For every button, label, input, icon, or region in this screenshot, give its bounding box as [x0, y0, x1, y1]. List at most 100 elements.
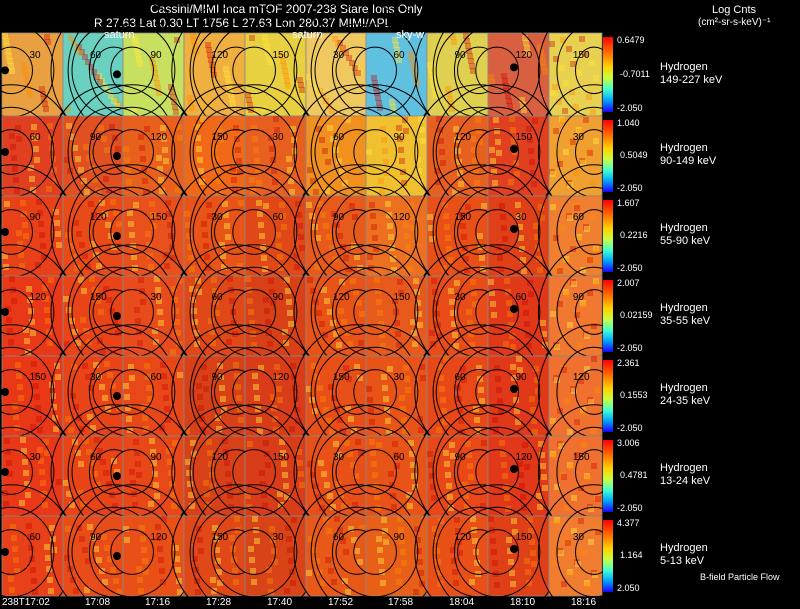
- sky-panel: [171, 484, 301, 609]
- colorbar-mid: 0.2216: [620, 230, 648, 240]
- contour-label: 30: [393, 372, 405, 383]
- contour-label: 60: [29, 532, 41, 543]
- contour-label: 90: [211, 372, 223, 383]
- saturn-marker: [113, 70, 121, 79]
- sky-panel: [189, 244, 319, 380]
- time-label: 18:10: [510, 597, 536, 608]
- time-label: 17:58: [388, 597, 414, 608]
- contour-label: 120: [454, 132, 471, 143]
- contour-label: 30: [29, 452, 41, 463]
- contour-label: 150: [150, 212, 167, 223]
- energy-range: 149-227 keV: [660, 73, 723, 86]
- colorbar-min: -2.050: [617, 183, 643, 193]
- contour-label: 60: [150, 372, 162, 383]
- sky-panel: [67, 324, 197, 460]
- saturn-marker: [113, 472, 121, 480]
- sky-panel: [537, 484, 651, 609]
- contour-label: 30: [272, 132, 284, 143]
- energy-range: 24-35 keV: [660, 395, 711, 407]
- contour-label: 90: [272, 292, 284, 303]
- sky-panel: [0, 164, 76, 300]
- species-name: Hydrogen: [660, 302, 708, 314]
- contour-label: 120: [515, 50, 532, 61]
- footer-label: B-field Particle Flow: [700, 572, 780, 582]
- contour-label: 150: [272, 50, 289, 61]
- sky-panel: [189, 0, 319, 141]
- saturn-marker: [1, 388, 9, 396]
- contour-label: 30: [573, 532, 585, 543]
- sky-panel: [0, 484, 76, 609]
- contour-label: 150: [573, 50, 590, 61]
- sky-panel: [310, 324, 440, 460]
- contour-label: 60: [272, 212, 284, 223]
- contour-label: 60: [454, 372, 466, 383]
- colorbar: [603, 280, 613, 352]
- units-label: Log Cnts: [712, 4, 757, 16]
- saturn-marker: [113, 152, 121, 160]
- species-label: Hydrogen 24-35 keV: [660, 382, 710, 408]
- contour-label: 120: [393, 212, 410, 223]
- sky-panel: [310, 404, 440, 540]
- contour-label: 120: [454, 532, 471, 543]
- species-label: Hydrogen 35-55 keV: [660, 302, 710, 328]
- sky-panel: [67, 84, 197, 220]
- species-label: Hydrogen 5-13 keV: [660, 542, 708, 568]
- saturn-marker: [510, 305, 518, 313]
- units-label-sub: (cm²-sr-s-keV)⁻¹: [698, 17, 771, 28]
- sky-panel: [432, 84, 562, 220]
- sky-panel: [189, 324, 319, 460]
- species-name: Hydrogen: [660, 462, 708, 474]
- time-label: 17:28: [206, 597, 232, 608]
- contour-label: 90: [150, 452, 162, 463]
- saturn-marker: [113, 552, 121, 560]
- frame-label-saturn-1: saturn: [104, 29, 135, 41]
- time-label: 18:16: [571, 597, 597, 608]
- sky-panel: [432, 324, 562, 460]
- colorbar: [603, 200, 613, 272]
- contour-label: 60: [211, 292, 223, 303]
- contour-label: 60: [333, 132, 345, 143]
- contour-label: 90: [573, 292, 585, 303]
- colorbar: [603, 120, 613, 192]
- energy-range: 5-13 keV: [660, 555, 705, 567]
- contour-label: 120: [150, 132, 167, 143]
- time-label: 17:08: [85, 597, 111, 608]
- sky-panel: [414, 0, 544, 141]
- sky-panel: [293, 0, 421, 141]
- species-name: Hydrogen: [660, 60, 708, 73]
- time-label: 18:04: [449, 597, 475, 608]
- sky-panel: [537, 84, 651, 220]
- contour-label: 30: [272, 532, 284, 543]
- contour-label: 30: [90, 372, 102, 383]
- contour-label: 90: [393, 132, 405, 143]
- colorbar-max: 1.040: [617, 118, 640, 128]
- contour-label: 60: [29, 132, 41, 143]
- contour-label: 90: [393, 532, 405, 543]
- sky-panel: [310, 164, 440, 300]
- saturn-marker: [510, 385, 518, 393]
- contour-label: 150: [211, 132, 228, 143]
- saturn-marker: [113, 392, 121, 400]
- contour-label: 60: [90, 452, 102, 463]
- energy-range: 13-24 keV: [660, 475, 711, 487]
- colorbar-min: 2.050: [617, 583, 640, 593]
- sky-panel: [537, 0, 651, 141]
- contour-label: 90: [29, 212, 41, 223]
- saturn-marker: [510, 145, 518, 153]
- colorbar-mid: 0.1553: [620, 390, 648, 400]
- contour-label: 30: [333, 452, 345, 463]
- colorbar: [603, 440, 613, 512]
- contour-label: 120: [272, 372, 289, 383]
- colorbar-min: -2.050: [617, 103, 643, 113]
- sky-panel: [0, 404, 76, 540]
- contour-label: 60: [515, 292, 527, 303]
- contour-label: 90: [333, 212, 345, 223]
- orbit-info: R 27.63 Lat 0.30 LT 1756 L 27.63 Lon 280…: [94, 16, 392, 30]
- species-name: Hydrogen: [660, 142, 708, 154]
- sky-panel: [67, 164, 197, 300]
- contour-label: 150: [333, 372, 350, 383]
- saturn-marker: [1, 308, 9, 316]
- colorbar: [603, 37, 613, 112]
- colorbar-mid: 0.02159: [620, 310, 653, 320]
